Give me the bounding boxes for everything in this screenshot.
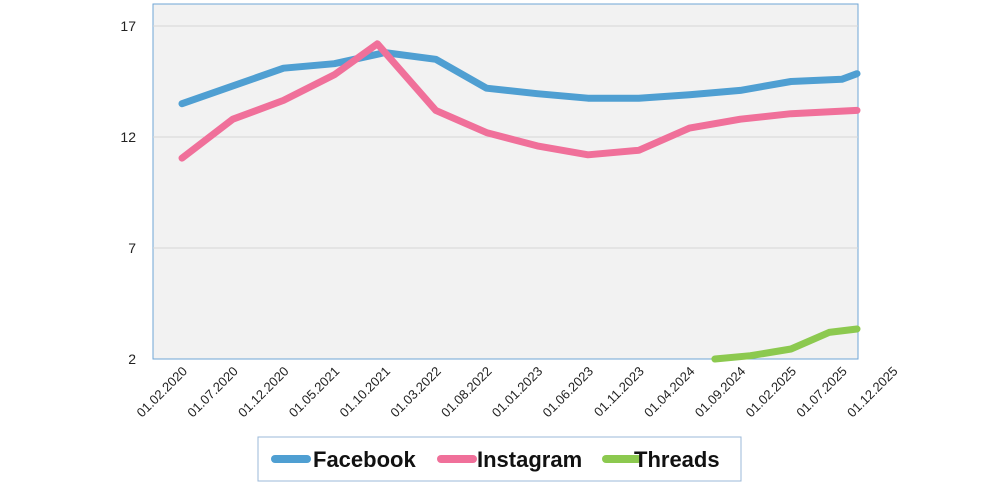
legend-label-instagram: Instagram: [477, 447, 582, 472]
x-tick-label: 01.02.2020: [133, 364, 190, 421]
x-tick-label: 01.04.2024: [641, 364, 698, 421]
x-tick-label: 01.10.2021: [336, 364, 393, 421]
x-tick-label: 01.07.2025: [793, 364, 850, 421]
legend: Facebook Instagram Threads: [257, 436, 742, 482]
x-tick-label: 01.03.2022: [387, 364, 444, 421]
x-tick-label: 01.07.2020: [184, 364, 241, 421]
y-tick-label: 7: [128, 240, 136, 256]
x-tick-label: 01.09.2024: [692, 364, 749, 421]
legend-box: [257, 436, 742, 482]
x-tick-label: 01.05.2021: [286, 364, 343, 421]
y-tick-label: 17: [120, 18, 136, 34]
series-line-instagram: [178, 40, 861, 162]
series-line-threads: [711, 325, 861, 363]
y-axis-ticks: 2 7 12 17: [120, 18, 136, 367]
y-tick-label: 2: [128, 351, 136, 367]
series-line-facebook: [178, 49, 861, 108]
plot-area: [152, 3, 859, 360]
series-lines: [178, 40, 861, 363]
legend-label-threads: Threads: [634, 447, 720, 472]
x-tick-label: 01.12.2025: [844, 364, 901, 421]
x-tick-label: 01.02.2025: [742, 364, 799, 421]
legend-label-facebook: Facebook: [313, 447, 416, 472]
x-tick-label: 01.08.2022: [438, 364, 495, 421]
y-tick-label: 12: [120, 129, 136, 145]
x-axis-ticks: 01.02.202001.07.202001.12.202001.05.2021…: [133, 364, 900, 421]
x-tick-label: 01.11.2023: [591, 364, 647, 420]
x-tick-label: 01.12.2020: [235, 364, 292, 421]
x-tick-label: 01.06.2023: [539, 364, 596, 421]
x-tick-label: 01.01.2023: [489, 364, 546, 421]
